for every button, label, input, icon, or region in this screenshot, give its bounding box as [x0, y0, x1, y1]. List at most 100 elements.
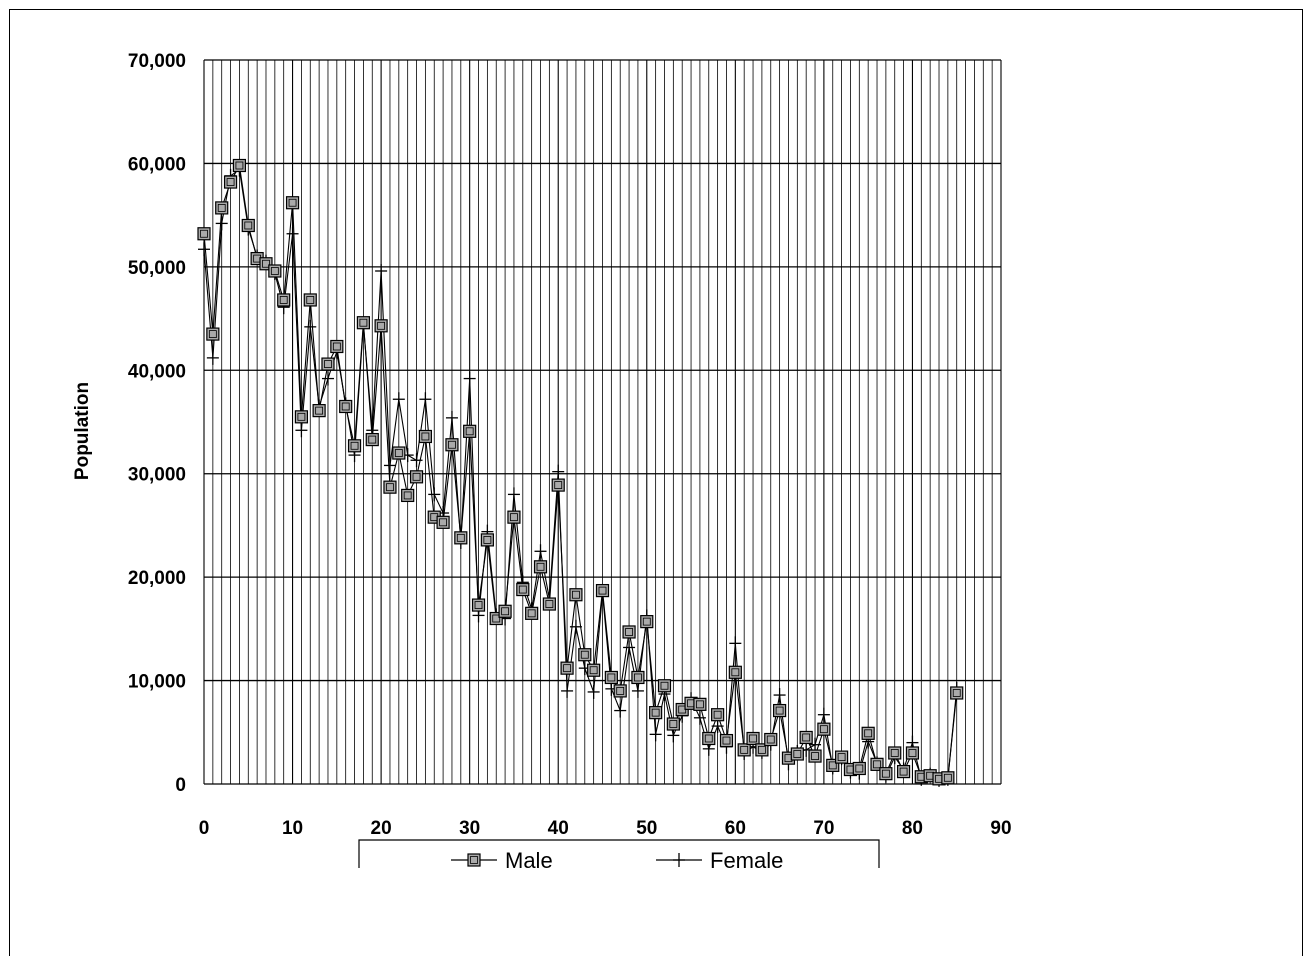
male-data-point — [702, 731, 716, 746]
male-data-point — [888, 746, 902, 760]
female-data-point — [711, 719, 724, 734]
x-axis-ticks: 0 10 20 30 40 50 60 70 80 90 — [199, 818, 1012, 839]
male-data-point — [896, 764, 911, 779]
male-data-point — [657, 679, 672, 693]
female-data-point — [534, 544, 547, 559]
female-data-point — [463, 371, 476, 386]
female-data-point — [304, 319, 317, 334]
female-data-point — [667, 728, 680, 743]
male-data-point — [808, 749, 822, 763]
legend-label-female: Female — [710, 848, 783, 873]
male-data-point — [507, 510, 521, 524]
male-data-point — [312, 404, 326, 418]
legend-item-female: Female — [656, 848, 783, 873]
male-data-point — [941, 771, 955, 785]
male-data-point — [719, 733, 734, 748]
x-tick-label: 50 — [636, 818, 657, 839]
legend-item-male: Male — [451, 848, 553, 873]
male-data-point — [232, 158, 247, 173]
male-data-point — [640, 615, 654, 629]
male-data-point — [711, 708, 725, 722]
male-data-point — [790, 747, 804, 761]
male-data-point — [445, 438, 459, 452]
male-data-point — [471, 598, 486, 612]
male-data-point — [560, 661, 574, 675]
male-data-point — [294, 410, 309, 424]
male-data-point — [852, 761, 866, 776]
male-data-point — [649, 706, 663, 720]
male-data-point — [409, 470, 424, 484]
female-data-point — [614, 703, 627, 718]
male-data-point — [418, 429, 432, 444]
x-tick-label: 30 — [459, 818, 480, 839]
male-data-point — [666, 717, 680, 731]
x-tick-label: 10 — [282, 818, 303, 839]
male-data-point — [569, 588, 583, 602]
male-data-point — [578, 648, 592, 662]
male-data-point — [356, 316, 370, 330]
female-data-point — [375, 263, 388, 278]
male-data-point — [347, 439, 362, 453]
female-data-point — [569, 619, 582, 634]
male-data-point — [374, 319, 388, 333]
male-data-point — [330, 339, 344, 354]
female-data-point — [428, 487, 441, 502]
male-data-point — [728, 665, 742, 679]
female-data-point — [392, 392, 405, 407]
female-data-point — [631, 683, 644, 698]
female-data-point — [729, 636, 742, 651]
male-data-point — [206, 327, 220, 341]
male-data-point — [755, 743, 769, 757]
x-tick-label: 40 — [548, 818, 569, 839]
y-tick-label: 0 — [175, 775, 186, 796]
male-data-point — [339, 399, 353, 414]
male-data-point — [463, 424, 477, 438]
male-data-point — [392, 446, 406, 460]
female-data-point — [693, 710, 706, 725]
y-tick-label: 50,000 — [128, 258, 186, 279]
female-data-point — [410, 453, 423, 468]
male-data-point — [551, 478, 565, 492]
female-data-point — [215, 216, 228, 231]
male-data-point — [879, 767, 893, 781]
male-data-point — [764, 732, 778, 747]
male-data-point — [197, 227, 211, 241]
male-data-point — [401, 488, 415, 503]
x-tick-label: 20 — [371, 818, 392, 839]
male-data-point — [365, 432, 379, 447]
male-data-point — [622, 625, 636, 639]
male-data-point — [516, 582, 530, 597]
male-data-point — [613, 684, 627, 698]
male-data-point — [817, 722, 831, 736]
series-markers — [197, 158, 964, 787]
y-tick-label: 40,000 — [128, 361, 186, 382]
female-data-point — [809, 737, 822, 752]
male-data-point — [950, 686, 964, 700]
male-data-point — [215, 201, 229, 215]
female-data-point — [817, 707, 830, 722]
male-data-point — [268, 264, 282, 278]
y-tick-label: 20,000 — [128, 568, 186, 589]
y-axis-ticks: 0 10,000 20,000 30,000 40,000 50,000 60,000 70,… — [128, 51, 186, 796]
female-legend-symbol — [673, 853, 685, 867]
legend: Male Female — [358, 839, 880, 873]
female-data-point — [419, 392, 432, 407]
female-data-point — [383, 458, 396, 473]
legend-label-male: Male — [505, 848, 553, 873]
female-data-point — [773, 688, 786, 703]
female-data-point — [507, 487, 520, 502]
male-data-point — [587, 663, 601, 677]
male-data-point — [604, 670, 618, 685]
male-data-point — [454, 531, 468, 545]
female-data-point — [321, 371, 334, 386]
female-data-point — [561, 683, 574, 698]
female-data-point — [206, 350, 219, 365]
male-data-point — [693, 697, 707, 711]
male-data-point — [277, 293, 291, 307]
male-data-point — [799, 730, 813, 745]
female-data-point — [552, 464, 565, 479]
female-data-point — [295, 423, 308, 438]
male-data-point — [595, 583, 610, 598]
y-tick-label: 60,000 — [128, 154, 186, 175]
female-data-point — [623, 640, 636, 655]
